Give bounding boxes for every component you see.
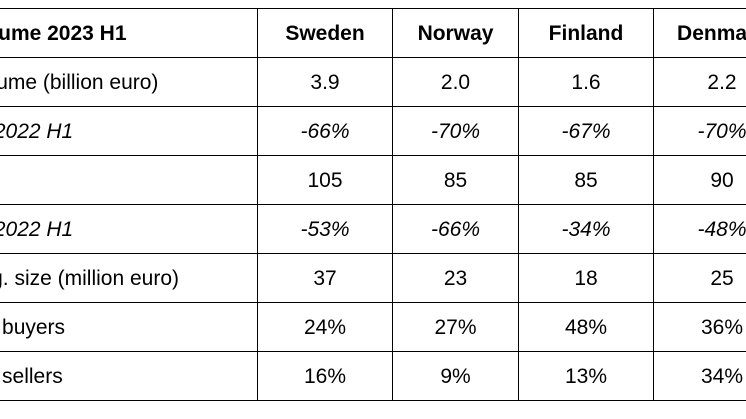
cell-denmark: 36% [653, 302, 746, 352]
cell-denmark: 2.2 [653, 57, 746, 107]
header-norway: Norway [392, 8, 519, 58]
cell-sweden: 3.9 [257, 57, 393, 107]
header-label: Volume 2023 H1 [0, 8, 258, 58]
cell-finland: 18 [518, 253, 654, 303]
cell-finland: -67% [518, 106, 654, 156]
row-label: Int. sellers [0, 351, 258, 401]
table-row-volume: Volume (billion euro) 3.9 2.0 1.6 2.2 [0, 57, 746, 107]
cell-sweden: 16% [257, 351, 393, 401]
header-finland: Finland [518, 8, 654, 58]
table-row-int-sellers: Int. sellers 16% 9% 13% 34% [0, 351, 746, 401]
cell-finland: 13% [518, 351, 654, 401]
cell-sweden: 24% [257, 302, 393, 352]
cell-sweden: -66% [257, 106, 393, 156]
cell-denmark: 90 [653, 155, 746, 205]
table-header-row: Volume 2023 H1 Sweden Norway Finland Den… [0, 8, 746, 58]
cell-norway: 27% [392, 302, 519, 352]
cell-denmark: -48% [653, 204, 746, 254]
cell-norway: 85 [392, 155, 519, 205]
cell-norway: -66% [392, 204, 519, 254]
cell-norway: 23 [392, 253, 519, 303]
row-label [0, 155, 258, 205]
cell-finland: -34% [518, 204, 654, 254]
header-denmark: Denmark [653, 8, 746, 58]
cell-denmark: -70% [653, 106, 746, 156]
transaction-volume-table: Volume 2023 H1 Sweden Norway Finland Den… [0, 8, 746, 401]
cell-norway: 9% [392, 351, 519, 401]
cell-sweden: -53% [257, 204, 393, 254]
cell-denmark: 25 [653, 253, 746, 303]
cell-finland: 85 [518, 155, 654, 205]
cell-finland: 48% [518, 302, 654, 352]
cell-norway: 2.0 [392, 57, 519, 107]
cell-sweden: 105 [257, 155, 393, 205]
cell-norway: -70% [392, 106, 519, 156]
row-label: Int. buyers [0, 302, 258, 352]
row-label: Volume (billion euro) [0, 57, 258, 107]
table-row-count: 105 85 85 90 [0, 155, 746, 205]
table-row-avg-size: Avg. size (million euro) 37 23 18 25 [0, 253, 746, 303]
table-row-int-buyers: Int. buyers 24% 27% 48% 36% [0, 302, 746, 352]
row-label: Avg. size (million euro) [0, 253, 258, 303]
cell-denmark: 34% [653, 351, 746, 401]
cell-finland: 1.6 [518, 57, 654, 107]
header-sweden: Sweden [257, 8, 393, 58]
cell-sweden: 37 [257, 253, 393, 303]
